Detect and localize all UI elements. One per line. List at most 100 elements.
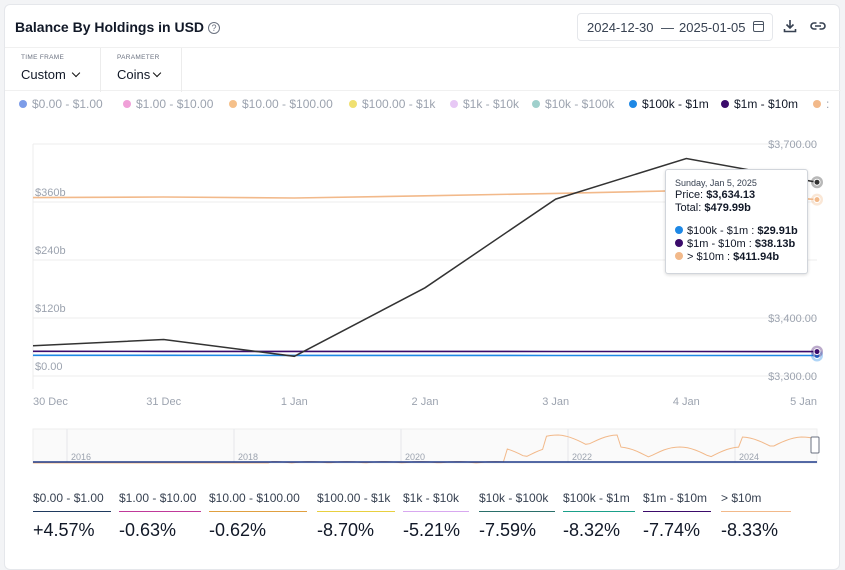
change-item: $10k - $100k -7.59% (479, 491, 555, 541)
change-item: $1m - $10m -7.74% (643, 491, 711, 541)
legend-label: $1k - $10k (463, 97, 520, 111)
change-value: -8.33% (721, 520, 779, 540)
change-label: $1k - $10k (403, 491, 469, 512)
change-summary: $0.00 - $1.00 +4.57% $1.00 - $10.00 -0.63%… (5, 485, 841, 555)
legend-dot-4 (450, 100, 458, 108)
legend-label: $100k - $1m (642, 97, 709, 111)
change-item: $1k - $10k -5.21% (403, 491, 469, 541)
tooltip-total-value: $479.99b (704, 202, 751, 214)
tooltip-row-label: $100k - $1m : (687, 225, 755, 237)
change-item: $0.00 - $1.00 +4.57% (33, 491, 111, 541)
change-label: $0.00 - $1.00 (33, 491, 111, 512)
change-item: $100k - $1m -8.32% (563, 491, 635, 541)
series-point (813, 196, 821, 204)
change-value: -0.63% (119, 520, 177, 540)
change-value: -5.21% (403, 520, 461, 540)
change-item: $100.00 - $1k -8.70% (317, 491, 395, 541)
tooltip-row-label: $1m - $10m : (687, 238, 752, 250)
series-point (813, 348, 821, 356)
navigator-year-label: 2016 (71, 452, 91, 462)
change-value: -0.62% (209, 520, 267, 540)
navigator-track (32, 428, 818, 464)
legend-dot-0 (19, 100, 27, 108)
chart-title-text: Balance By Holdings in USD (15, 19, 205, 35)
legend-dot-3 (349, 100, 357, 108)
tooltip-dot-2 (675, 252, 683, 260)
legend-item[interactable]: $100k - $1m (629, 97, 709, 111)
legend-dot-2 (229, 100, 237, 108)
card-header: Balance By Holdings in USD? 2024-12-30 —… (15, 13, 829, 47)
legend-item[interactable]: : (813, 97, 829, 111)
tooltip-dot-0 (675, 226, 683, 234)
date-range-picker[interactable]: 2024-12-30 — 2025-01-05 (577, 13, 773, 41)
legend-dot-8 (813, 100, 821, 108)
chevron-down-icon (71, 68, 81, 78)
navigator-handle (810, 436, 820, 454)
legend-item[interactable]: $1m - $10m (721, 97, 798, 111)
legend-item[interactable]: $0.00 - $1.00 (19, 97, 103, 111)
tooltip-row-value: $411.94b (733, 251, 780, 263)
legend-item[interactable]: $1k - $10k (450, 97, 519, 111)
change-value: +4.57% (33, 520, 95, 540)
x-axis-tick-label: 5 Jan (790, 396, 817, 408)
date-separator: — (661, 20, 674, 35)
legend-label: $100.00 - $1k (362, 97, 436, 111)
legend-item[interactable]: $10k - $100k (532, 97, 614, 111)
navigator-year-label: 2024 (739, 452, 759, 462)
legend-label: $1.00 - $10.00 (136, 97, 214, 111)
time-frame-value: Custom (21, 67, 66, 82)
change-label: $100k - $1m (563, 491, 635, 512)
change-label: $10k - $100k (479, 491, 555, 512)
change-label: $100.00 - $1k (317, 491, 395, 512)
x-axis-tick-label: 4 Jan (673, 396, 700, 408)
change-value: -7.59% (479, 520, 537, 540)
line-chart[interactable]: $0.00 $120b $240b $360b $3,300.00 $3,400.00 $3… (5, 119, 841, 489)
right-axis-tick-label: $3,400.00 (768, 313, 817, 325)
change-label: $10.00 - $100.00 (209, 491, 307, 512)
parameter-label: PARAMETER (117, 54, 160, 61)
legend-item[interactable]: $10.00 - $100.00 (229, 97, 333, 111)
tooltip-row-label: > $10m : (687, 251, 731, 263)
tooltip-price-label: Price: (675, 189, 704, 201)
right-axis-tick-label: $3,700.00 (768, 139, 817, 151)
left-axis-tick-label: $240b (35, 245, 66, 257)
help-icon[interactable]: ? (208, 22, 221, 34)
change-label: > $10m (721, 491, 791, 512)
legend-item[interactable]: $1.00 - $10.00 (123, 97, 213, 111)
x-axis-tick-label: 1 Jan (281, 396, 308, 408)
tooltip-dot-1 (675, 239, 683, 247)
legend-label: $10.00 - $100.00 (242, 97, 333, 111)
legend-label: $0.00 - $1.00 (32, 97, 103, 111)
time-frame-label: TIME FRAME (21, 54, 65, 61)
legend-label: $10k - $100k (545, 97, 615, 111)
chart-legend: $0.00 - $1.00 $1.00 - $10.00 $10.00 - $1… (19, 97, 839, 113)
tooltip-total-label: Total: (675, 202, 702, 214)
chart-card: Balance By Holdings in USD? 2024-12-30 —… (4, 4, 841, 570)
change-item: $1.00 - $10.00 -0.63% (119, 491, 201, 541)
parameter-value: Coins (117, 67, 151, 82)
navigator-year-label: 2022 (572, 452, 592, 462)
tooltip-price-value: $3,634.13 (706, 189, 756, 201)
chart-controls: TIME FRAME Custom PARAMETER Coins (5, 47, 841, 92)
tooltip-date: Sunday, Jan 5, 2025 (675, 178, 757, 188)
legend-label: $1m - $10m (734, 97, 799, 111)
calendar-icon[interactable] (753, 21, 764, 32)
parameter-select[interactable]: PARAMETER Coins (101, 48, 182, 92)
x-axis-tick-label: 3 Jan (542, 396, 569, 408)
change-value: -8.70% (317, 520, 375, 540)
chevron-down-icon (153, 68, 162, 78)
left-axis-tick-label: $0.00 (35, 361, 63, 373)
x-axis-tick-label: 2 Jan (412, 396, 439, 408)
legend-dot-7 (721, 100, 729, 108)
tooltip-row-value: $29.91b (757, 225, 798, 237)
change-label: $1.00 - $10.00 (119, 491, 201, 512)
legend-label: : (826, 97, 830, 111)
time-frame-select[interactable]: TIME FRAME Custom (5, 48, 101, 92)
change-item: > $10m -8.33% (721, 491, 791, 541)
legend-dot-6 (629, 100, 637, 108)
change-label: $1m - $10m (643, 491, 711, 512)
legend-item[interactable]: $100.00 - $1k (349, 97, 435, 111)
download-icon[interactable] (781, 17, 799, 35)
chart-title: Balance By Holdings in USD? (15, 19, 221, 35)
link-icon[interactable] (809, 17, 827, 35)
